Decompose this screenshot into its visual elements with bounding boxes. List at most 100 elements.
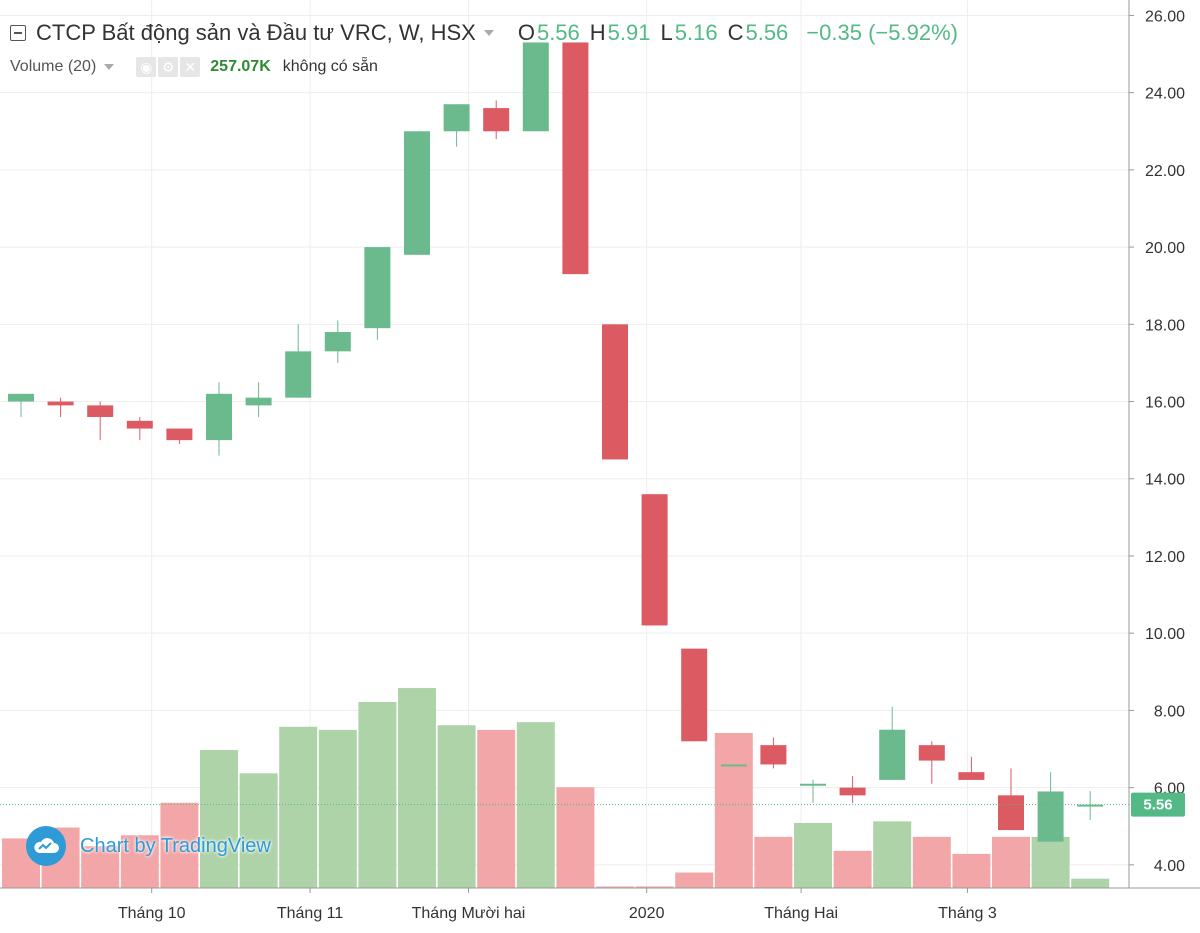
time-axis: Tháng 10 Tháng 11 Tháng Mười hai 2020 Tháng … — [118, 888, 997, 922]
volume-bar — [239, 773, 278, 888]
price-tick-label: 4.00 — [1154, 858, 1185, 875]
open-value: 5.56 — [536, 20, 580, 45]
candle-body — [324, 332, 351, 352]
candle-body — [206, 393, 232, 441]
volume-bar — [477, 729, 516, 888]
volume-bar — [318, 729, 357, 888]
price-tick-label: 10.00 — [1145, 626, 1185, 643]
tradingview-cloud-icon — [26, 826, 66, 866]
chevron-down-icon[interactable] — [104, 64, 115, 70]
low-label: L — [660, 20, 673, 45]
candle-body — [958, 772, 985, 780]
price-tick-label: 22.00 — [1145, 163, 1185, 180]
last-price-badge-bg — [1131, 792, 1185, 817]
time-tick-label: Tháng Hai — [764, 905, 838, 922]
volume-bar — [358, 702, 397, 888]
close-label: C — [727, 20, 744, 45]
time-tick-label: Tháng 10 — [118, 905, 186, 922]
high-value: 5.91 — [607, 20, 651, 45]
volume-bar — [1071, 878, 1110, 888]
candle-body — [443, 104, 470, 132]
candle-body — [681, 648, 708, 742]
price-tick-label: 16.00 — [1145, 395, 1185, 412]
volume-bar — [279, 726, 318, 888]
candle-body — [918, 745, 945, 761]
volume-bar — [437, 725, 476, 888]
price-tick-label: 18.00 — [1145, 317, 1185, 334]
price-tick-label: 26.00 — [1145, 8, 1185, 25]
high-label: H — [589, 20, 606, 45]
volume-legend: Volume (20) ◉ ⚙ ✕ 257.07K không có sẵn — [10, 57, 378, 77]
volume-bar — [516, 722, 555, 888]
last-price-badge: 5.56 — [1131, 792, 1185, 817]
candle-body — [522, 42, 549, 132]
volume-bar — [81, 846, 120, 888]
volume-bar — [952, 853, 991, 888]
volume-bar — [1031, 836, 1070, 888]
candle-body — [602, 324, 628, 460]
last-price-value: 5.56 — [1143, 797, 1172, 814]
volume-bar — [635, 886, 674, 888]
volume-bar — [873, 821, 912, 888]
volume-bar — [754, 836, 793, 888]
candle-body — [47, 401, 74, 406]
volume-bar — [160, 802, 199, 888]
volume-bar — [398, 688, 436, 888]
candle-body — [404, 131, 430, 255]
close-value: 5.56 — [745, 20, 789, 45]
candle-body — [126, 420, 153, 429]
volume-bar — [596, 886, 634, 888]
candle-body — [998, 795, 1024, 831]
open-label: O — [517, 20, 535, 45]
tradingview-watermark[interactable]: Chart by TradingView — [26, 826, 271, 866]
eye-icon[interactable]: ◉ — [136, 57, 157, 77]
volume-bar — [200, 750, 238, 888]
volume-bar — [675, 872, 714, 888]
candle-body — [1077, 804, 1104, 807]
volume-bar — [912, 836, 951, 888]
volume-bar — [992, 836, 1030, 888]
candle-body — [87, 405, 114, 417]
gear-icon[interactable]: ⚙ — [158, 57, 179, 77]
candle-body — [720, 764, 747, 767]
low-value: 5.16 — [674, 20, 718, 45]
candle-body — [562, 42, 589, 275]
chevron-down-icon[interactable] — [483, 30, 494, 36]
change-value: −0.35 (−5.92%) — [806, 20, 958, 45]
volume-label[interactable]: Volume (20) — [10, 58, 97, 75]
price-tick-label: 8.00 — [1154, 703, 1185, 720]
candle-body — [483, 108, 510, 132]
symbol-legend: CTCP Bất động sản và Đầu tư VRC, W, HSX … — [10, 20, 958, 46]
candle-body — [800, 783, 826, 786]
price-tick-label: 20.00 — [1145, 240, 1185, 257]
candle-body — [285, 351, 312, 398]
candle-body — [364, 247, 391, 329]
candle-body — [8, 393, 34, 402]
volume-unavailable-text: không có sẵn — [282, 58, 378, 75]
volume-bar — [794, 822, 832, 888]
time-tick-label: Tháng Mười hai — [412, 905, 526, 922]
volume-bar — [714, 733, 753, 888]
symbol-title[interactable]: CTCP Bất động sản và Đầu tư VRC, W, HSX — [36, 20, 476, 45]
price-tick-label: 24.00 — [1145, 86, 1185, 103]
candlesticks — [8, 42, 1104, 842]
candle-body — [641, 494, 668, 626]
volume-bar — [556, 787, 595, 888]
collapse-icon[interactable] — [10, 25, 26, 41]
volume-bars — [2, 688, 1110, 888]
close-icon[interactable]: ✕ — [180, 57, 201, 77]
candle-body — [166, 428, 193, 441]
candle-body — [1037, 791, 1064, 842]
candle-body — [245, 397, 272, 406]
volume-bar — [120, 835, 159, 888]
candle-body — [760, 745, 787, 765]
time-tick-label: Tháng 11 — [277, 905, 344, 922]
candle-body — [879, 729, 906, 780]
volume-bar — [833, 850, 872, 888]
volume-value: 257.07K — [210, 58, 271, 75]
watermark-text[interactable]: Chart by TradingView — [80, 834, 271, 857]
time-tick-label: 2020 — [629, 905, 665, 922]
price-tick-label: 12.00 — [1145, 549, 1185, 566]
